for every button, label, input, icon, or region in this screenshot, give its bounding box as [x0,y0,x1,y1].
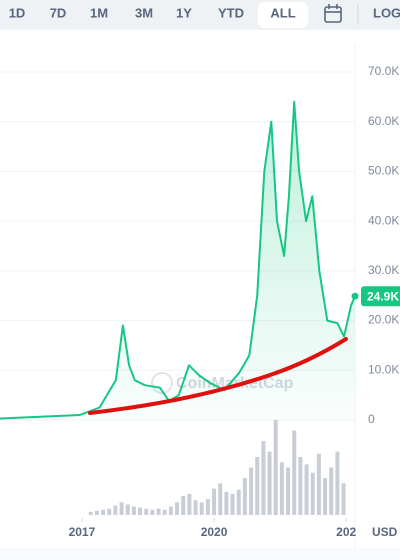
plot: 24.9K [0,100,400,421]
volume-bar [125,504,130,515]
volume-bar [249,467,254,515]
volume-bar [138,507,143,515]
volume-bar [94,510,99,515]
volume-bar [230,493,235,515]
x-tick-label: 2017 [69,525,96,539]
volume-bar [279,462,284,515]
volume-bar [212,488,217,515]
volume-bar [267,451,272,515]
volume-bar [255,456,260,515]
volume-bar [323,478,328,515]
current-price-tag [361,286,400,307]
volume-bar [316,453,321,515]
volume-bar [286,467,291,515]
volume-bar [181,496,186,515]
volume-bar [236,489,241,515]
y-tick-label: 0 [368,412,375,426]
volume-bar [131,506,136,515]
volume-bar [168,506,173,515]
volume-bar [205,499,210,515]
volume-bar [107,508,112,515]
volume [88,420,346,515]
volume-bar [88,511,93,515]
y-tick-label: 20.0K [368,313,399,327]
volume-bar [175,502,180,515]
footer-strip [0,548,400,560]
tab[interactable]: YTD [218,5,244,20]
volume-bar [310,472,315,515]
volume-bar [335,451,340,515]
tab[interactable]: 1D [9,5,26,20]
volume-bar [119,502,124,515]
volume-bar [242,478,247,515]
y-tick-label: 10.0K [368,362,399,376]
volume-bar [150,509,155,515]
tab-bar [0,0,400,30]
currency-label: USD [372,525,398,539]
volume-bar [199,502,204,515]
volume-bar [156,508,161,515]
price-line [0,100,356,420]
area-fill [0,101,355,421]
volume-bar [273,420,278,515]
selected-tab-bg [258,2,308,28]
tabs: 1D 7D 1M 3M 1Y YTD ALL [9,5,296,20]
volume-bar [224,491,229,515]
y-tick-label: 60.0K [368,114,399,128]
y-tick-label: 30.0K [368,263,399,277]
tab[interactable]: 3M [135,5,153,20]
calendar-icon[interactable] [324,4,342,23]
y-tick-label: 70.0K [368,64,399,78]
tab[interactable]: 1Y [176,5,192,20]
y-tick-label: 50.0K [368,164,399,178]
volume-bar [162,509,167,515]
volume-bar [101,509,106,515]
calendar-body [324,6,342,23]
volume-bar [304,464,309,515]
tab[interactable]: 7D [50,5,67,20]
volume-bar [261,441,266,515]
current-price-dot [351,292,359,300]
x-axis: 2017 2020 202 [69,518,357,539]
volume-bar [193,500,198,515]
tab[interactable]: ALL [270,5,295,20]
volume-bar [298,456,303,515]
x-tick-label: 202 [336,525,356,539]
volume-bar [292,430,297,515]
volume-bar [113,505,118,515]
volume-bar [329,467,334,515]
x-tick-label: 2020 [201,525,228,539]
tab[interactable]: 1M [90,5,108,20]
volume-bar [218,483,223,515]
volume-bar [187,493,192,515]
volume-bar [144,508,149,515]
y-tick-label: 40.0K [368,213,399,227]
annotation-curve [88,337,348,415]
log-button[interactable]: LOG [373,5,400,20]
current-price-label: 24.9K [367,289,399,303]
volume-bar [341,483,346,515]
